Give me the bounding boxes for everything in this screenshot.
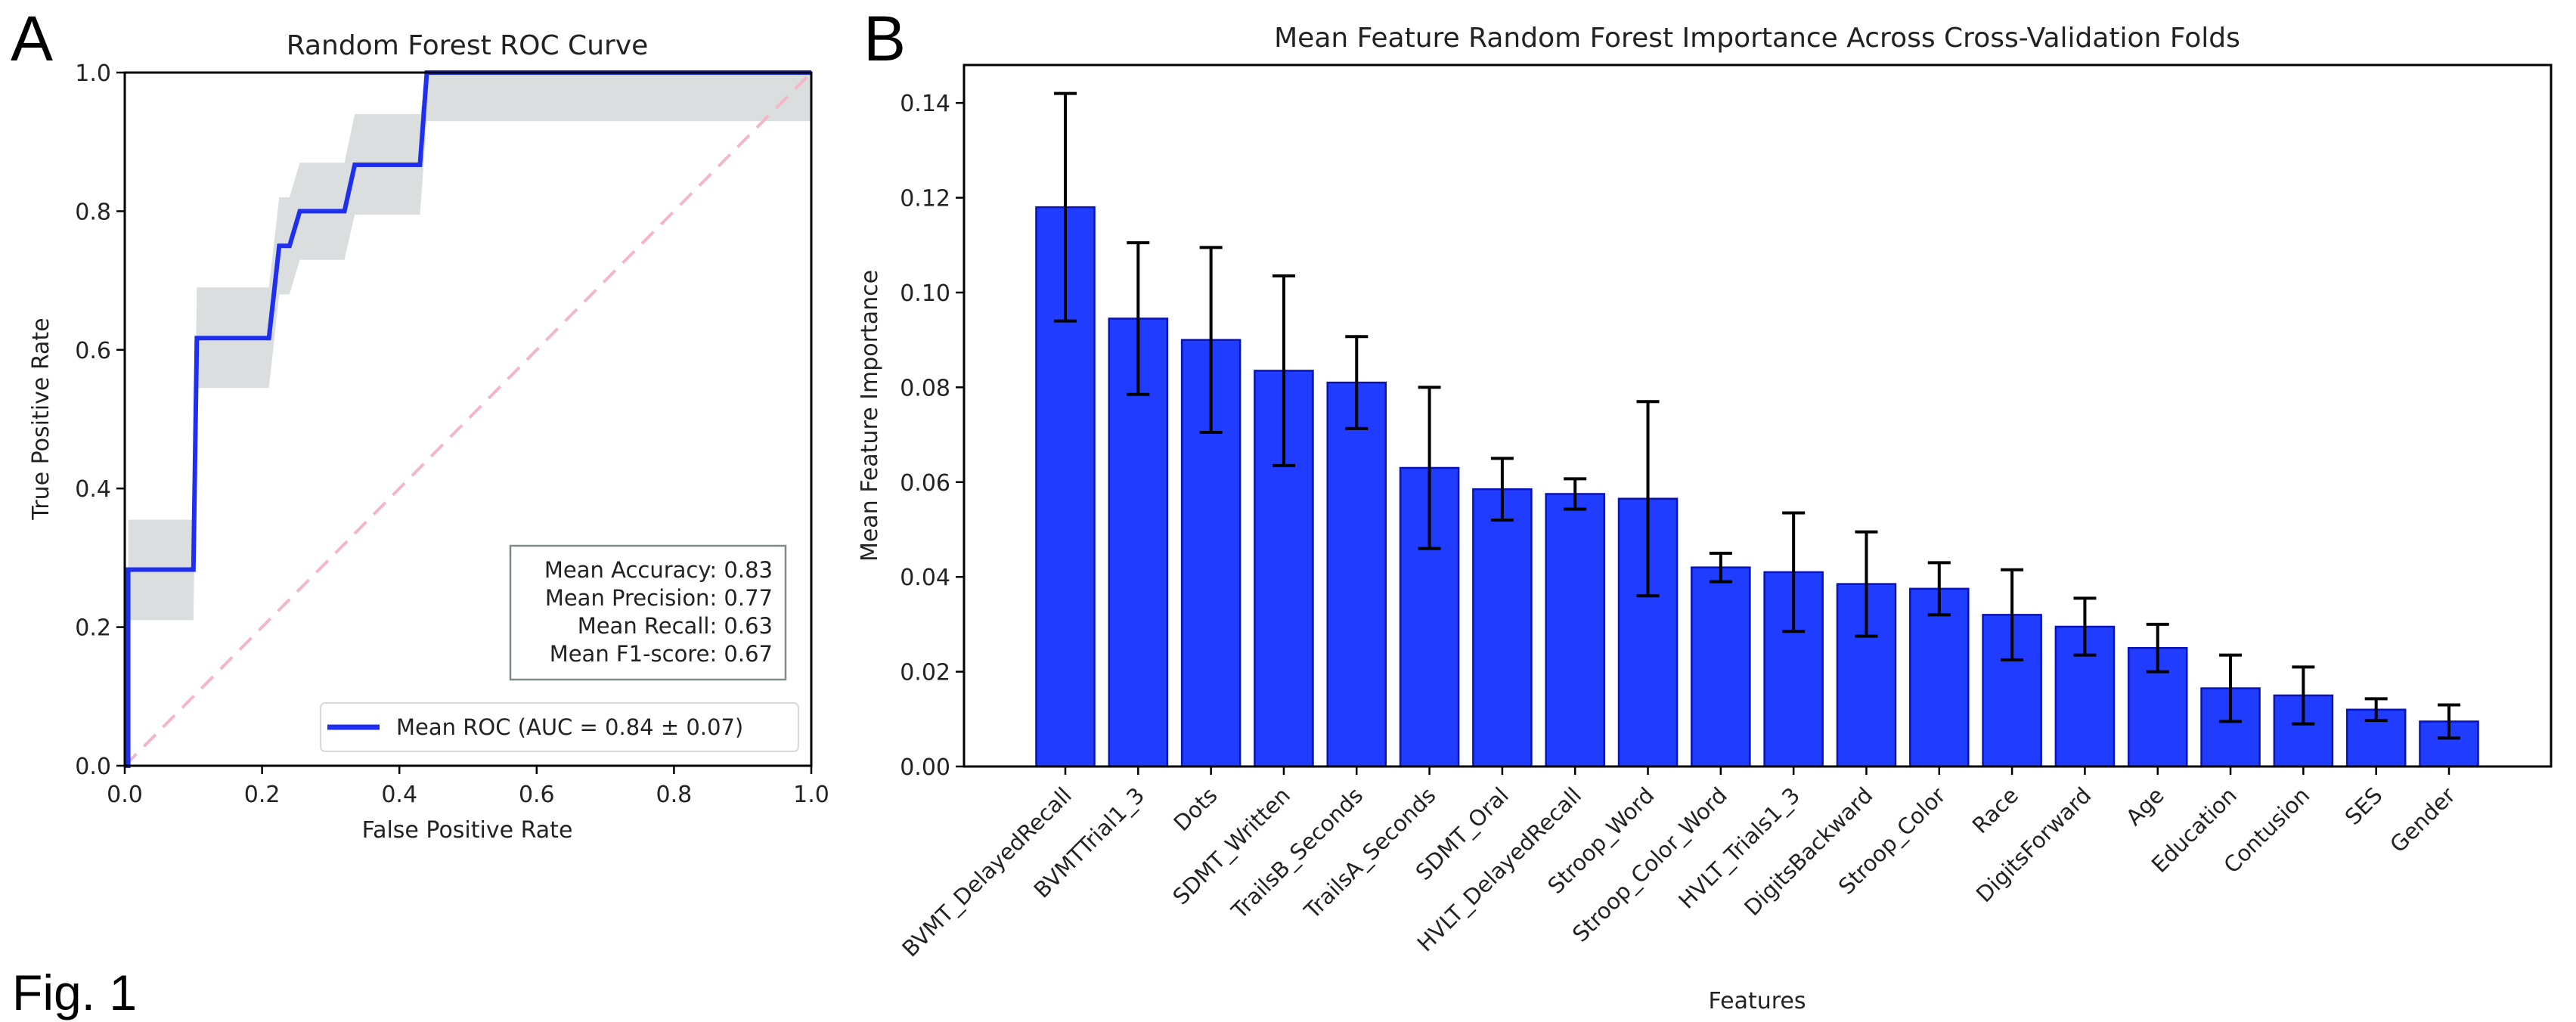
- metric-recall: Mean Recall: 0.63: [578, 613, 773, 639]
- roc-y-tick-label: 1.0: [75, 60, 111, 87]
- error-bars: [1054, 91, 2460, 740]
- bar-x-tick-label: SES: [2340, 782, 2388, 830]
- roc-y-ticks: 0.0 0.2 0.4 0.6 0.8 1.0: [75, 60, 125, 780]
- bar-title: Mean Feature Random Forest Importance Ac…: [1274, 23, 2240, 54]
- roc-legend: Mean ROC (AUC = 0.84 ± 0.07): [320, 702, 799, 752]
- roc-title: Random Forest ROC Curve: [287, 30, 649, 61]
- roc-x-axis-label: False Positive Rate: [362, 817, 573, 844]
- metric-precision: Mean Precision: 0.77: [545, 585, 773, 611]
- roc-x-ticks: 0.0 0.2 0.4 0.6 0.8 1.0: [107, 766, 829, 808]
- bar-y-tick-label: 0.14: [900, 91, 950, 117]
- bar-y-tick-label: 0.00: [900, 754, 950, 781]
- bar-Stroop_Color: [1909, 587, 1970, 768]
- roc-y-tick-label: 0.8: [75, 199, 111, 225]
- mean-roc-line: [125, 70, 811, 768]
- panel-a-letter: A: [11, 3, 53, 74]
- roc-x-tick-label: 0.0: [107, 782, 143, 808]
- bar-x-tick-label: TrailsA_Seconds: [1299, 782, 1441, 924]
- roc-legend-frame: [320, 702, 799, 752]
- roc-y-tick-label: 0.6: [75, 338, 111, 364]
- roc-x-tick-label: 0.2: [244, 782, 281, 808]
- roc-mean-curve: [125, 70, 811, 768]
- metrics-box-frame: [509, 544, 787, 681]
- bar-y-tick-label: 0.12: [900, 186, 950, 212]
- bar-x-tick-label: TrailsB_Seconds: [1226, 782, 1368, 924]
- roc-y-tick-label: 0.0: [75, 754, 111, 780]
- bar-y-tick-label: 0.08: [900, 375, 950, 401]
- roc-x-tick-label: 0.4: [381, 782, 417, 808]
- bar-x-tick-label: Gender: [2385, 782, 2460, 858]
- roc-y-tick-label: 0.4: [75, 476, 111, 503]
- bar-y-ticks: 0.00 0.02 0.04 0.06 0.08 0.10 0.12 0.14: [900, 91, 964, 781]
- bar-x-axis-label: Features: [1709, 988, 1806, 1014]
- bar-SDMT_Oral: [1472, 488, 1533, 768]
- panel-b-letter: B: [863, 3, 906, 74]
- bar-y-tick-label: 0.06: [900, 470, 950, 497]
- bar-Education: [2200, 687, 2261, 768]
- bar-x-tick-label: Race: [1967, 782, 2023, 838]
- figure-label: Fig. 1: [12, 965, 137, 1020]
- roc-legend-label: Mean ROC (AUC = 0.84 ± 0.07): [396, 714, 743, 740]
- bars: [1035, 206, 2479, 768]
- metrics-box: Mean Accuracy: 0.83 Mean Precision: 0.77…: [509, 544, 787, 681]
- roc-std-band: [128, 73, 812, 621]
- roc-y-axis-label: True Positive Rate: [28, 317, 54, 520]
- bar-axes-frame: [963, 63, 2553, 768]
- roc-x-tick-label: 0.6: [519, 782, 555, 808]
- bar-Stroop_Color_Word: [1691, 566, 1751, 768]
- roc-y-tick-label: 0.2: [75, 615, 111, 642]
- bar-y-tick-label: 0.10: [900, 280, 950, 307]
- roc-chart: Random Forest ROC Curve 0.0 0.2 0.4 0.6 0.8 1…: [28, 30, 829, 844]
- metric-f1: Mean F1-score: 0.67: [550, 641, 773, 667]
- bar-x-tick-label: DigitsBackward: [1739, 782, 1877, 921]
- bar-y-axis-label: Mean Feature Importance: [857, 270, 883, 562]
- roc-x-tick-label: 1.0: [793, 782, 829, 808]
- importance-bar-chart: Mean Feature Random Forest Importance Ac…: [857, 23, 2553, 1014]
- roc-axes-frame: [123, 71, 813, 767]
- roc-x-tick-label: 0.8: [656, 782, 693, 808]
- bar-y-tick-label: 0.04: [900, 565, 950, 591]
- bar-x-tick-label: Dots: [1168, 782, 1222, 836]
- bar-TrailsB_Seconds: [1326, 381, 1387, 768]
- roc-confidence-band: [128, 73, 812, 621]
- bar-x-tick-label: Age: [2121, 782, 2169, 831]
- bar-y-tick-label: 0.02: [900, 660, 950, 686]
- metric-accuracy: Mean Accuracy: 0.83: [544, 557, 773, 583]
- bar-HVLT_DelayedRecall: [1545, 493, 1605, 768]
